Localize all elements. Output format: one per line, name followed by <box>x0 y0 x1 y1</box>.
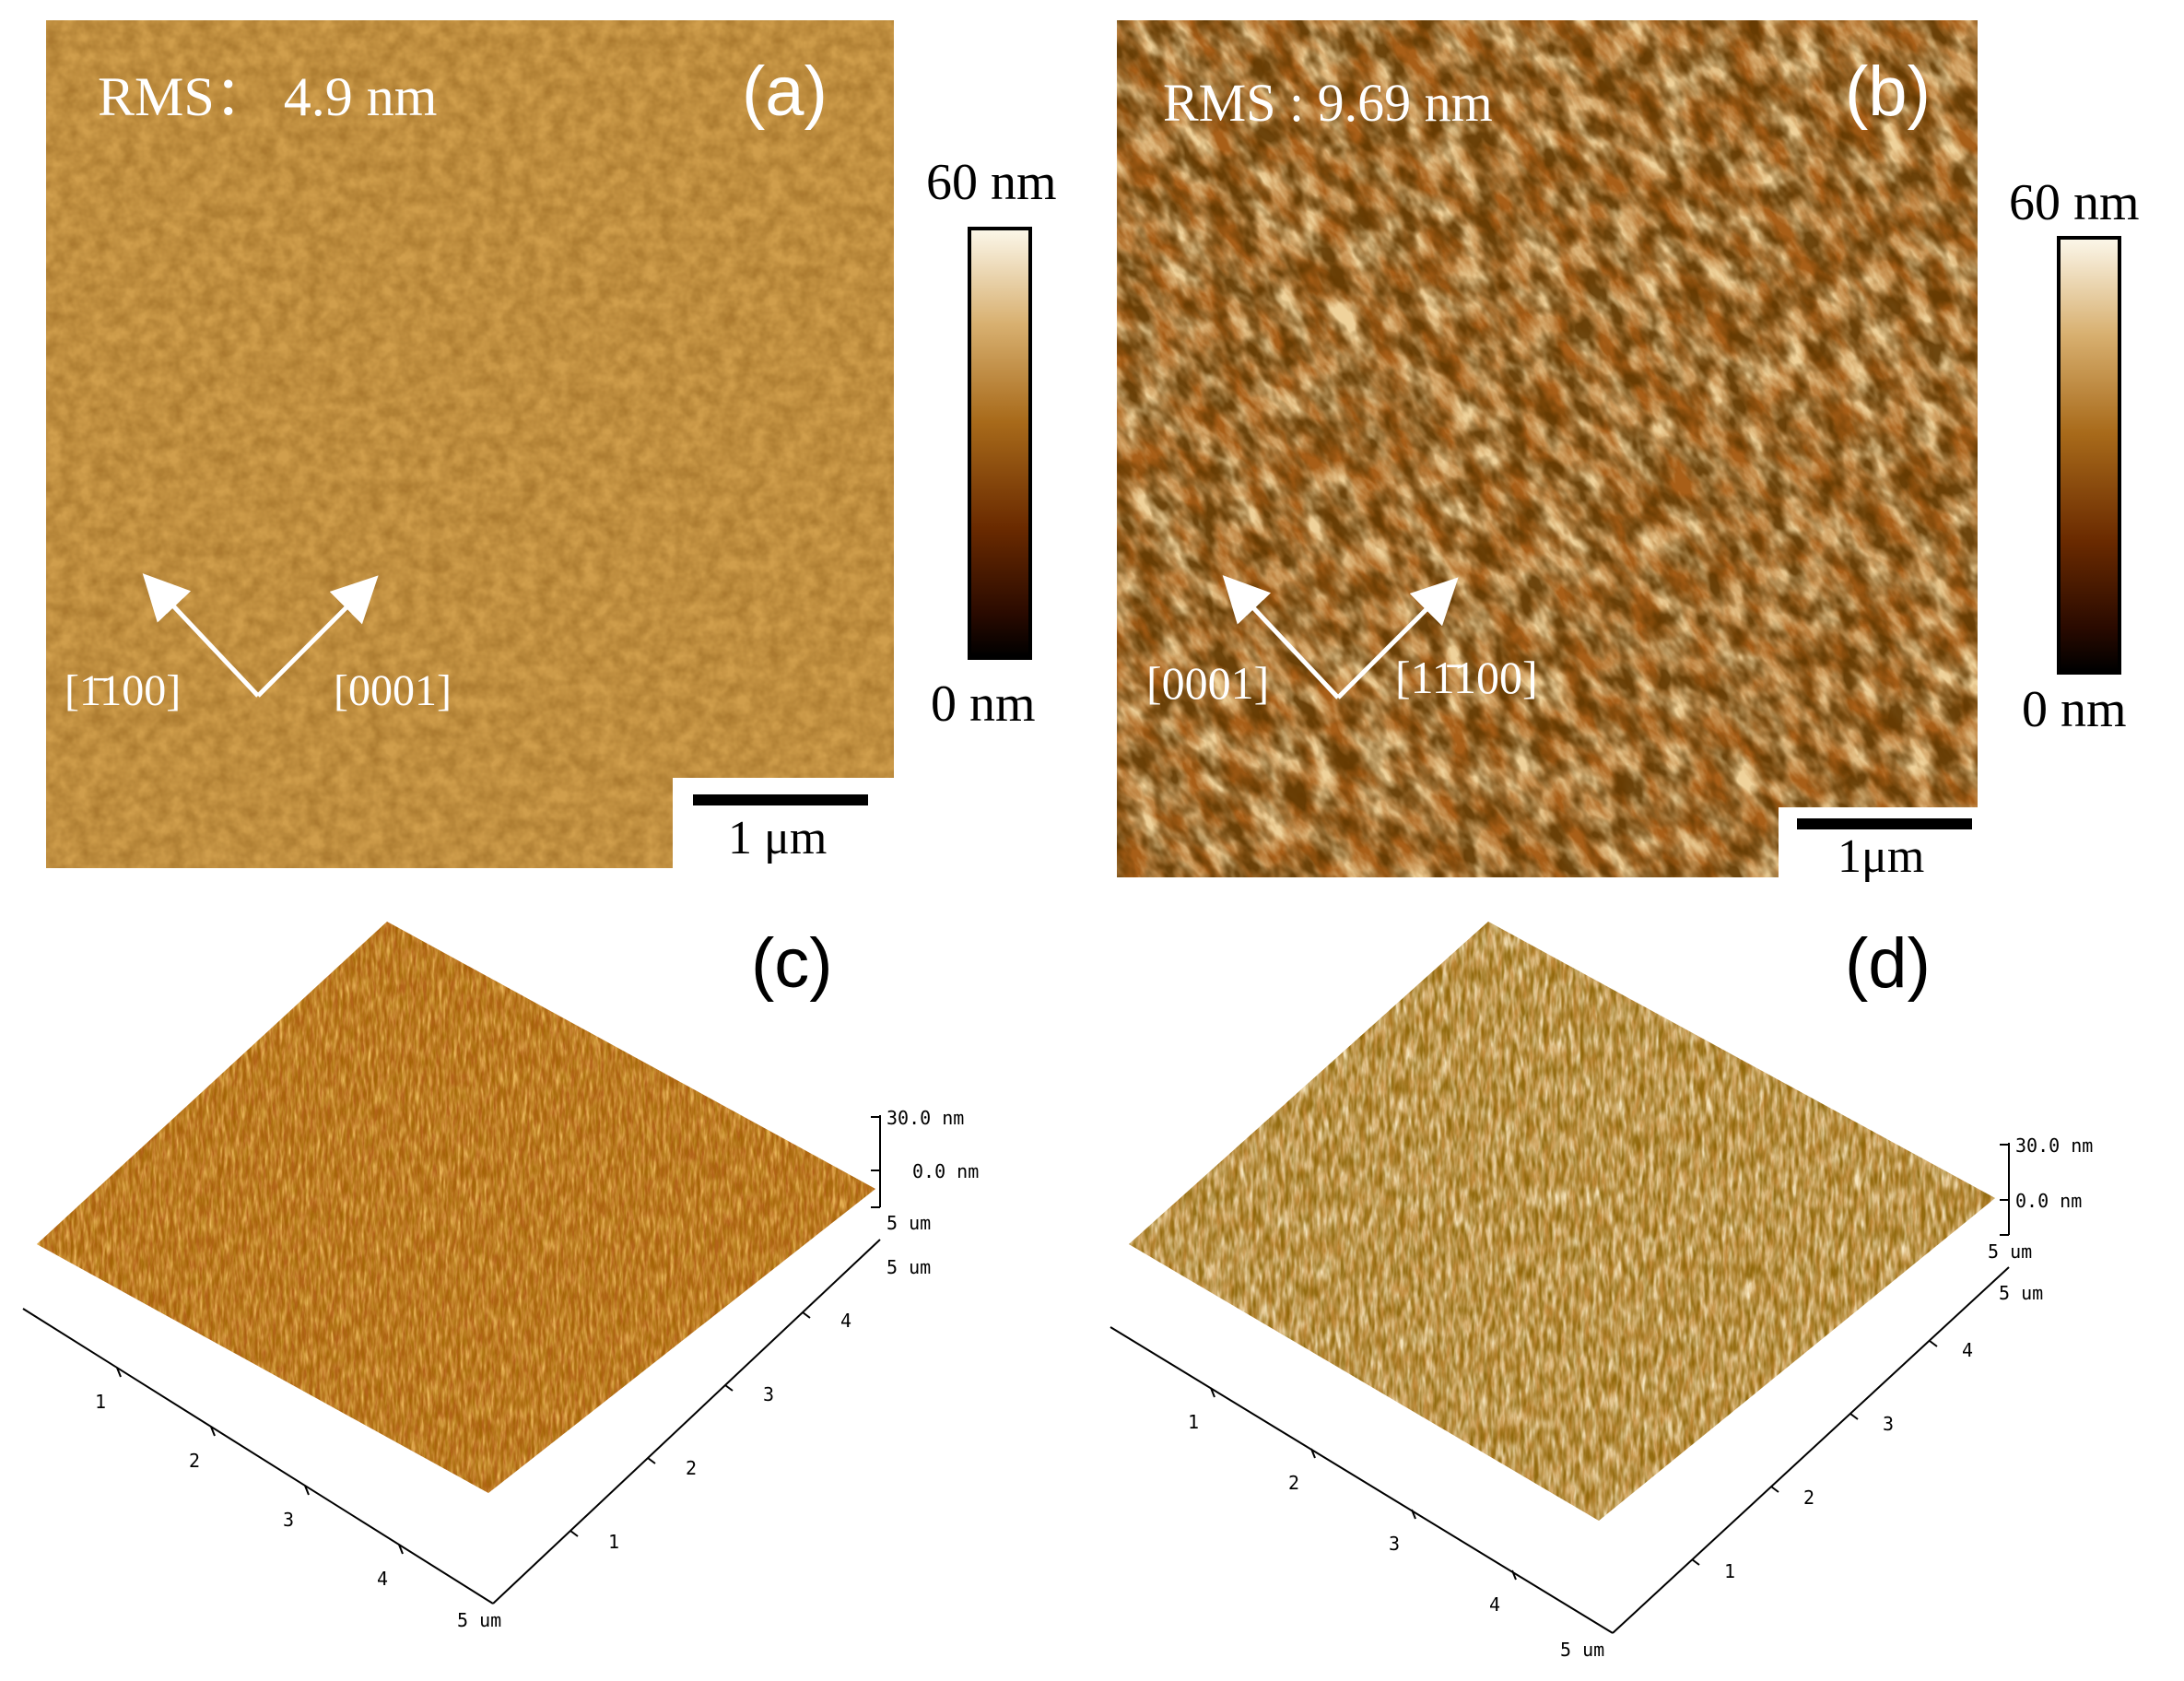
direction-label-b-right: [11̄100] <box>1395 652 1538 703</box>
x-tick-label-d-3: 3 <box>1389 1533 1400 1555</box>
z-top-label-d: 30.0 nm <box>2015 1134 2093 1157</box>
y-end-label-d: 5 um <box>1999 1282 2043 1304</box>
afm-texture-b <box>1117 20 1978 877</box>
rms-label-a: RMS： 4.9 nm <box>98 66 438 127</box>
colorbar-bottom-label-a: 0 nm <box>931 676 1036 733</box>
scalebar-b <box>1797 818 1972 829</box>
scalebar-label-b: 1μm <box>1838 830 1925 883</box>
y-end-label-c: 5 um <box>887 1256 931 1278</box>
panel-letter-a: (a) <box>742 53 828 131</box>
direction-label-a-left: [1̄100] <box>65 666 182 715</box>
x-tick-label-d-1: 1 <box>1188 1411 1199 1433</box>
z-mid-label-d: 0.0 nm <box>2015 1190 2082 1212</box>
panel-letter-d: (d) <box>1845 924 1931 1003</box>
x-end-label-c: 5 um <box>457 1609 501 1631</box>
colorbar-b <box>2057 236 2121 675</box>
y-tick-label-c-4: 4 <box>840 1310 851 1332</box>
x-tick-label-c-4: 4 <box>377 1568 388 1590</box>
scalebar-label-a: 1 μm <box>728 812 828 864</box>
colorbar-top-label-b: 60 nm <box>2009 174 2140 231</box>
direction-arrows-b <box>1222 575 1459 699</box>
x-tick-label-c-1: 1 <box>95 1391 106 1413</box>
y-tick-label-c-2: 2 <box>686 1457 697 1479</box>
direction-label-a-right: [0001] <box>334 666 452 715</box>
y-tick-label-d-1: 1 <box>1724 1560 1735 1582</box>
colorbar-top-label-a: 60 nm <box>926 154 1057 211</box>
x-tick-label-c-2: 2 <box>189 1450 200 1472</box>
y-tick-label-d-2: 2 <box>1803 1487 1814 1509</box>
x-tick-label-d-2: 2 <box>1288 1472 1299 1494</box>
panel-letter-c: (c) <box>751 924 833 1003</box>
scalebar-a <box>693 794 868 805</box>
direction-label-b-left: [0001] <box>1146 657 1270 709</box>
panel-letter-b: (b) <box>1845 53 1931 131</box>
afm-3d-plot-c: 1 2 3 4 5 um 1 2 3 4 5 um 30.0 nm 0.0 nm… <box>22 922 979 1631</box>
afm-image-b <box>1117 20 1978 877</box>
x-tick-label-c-3: 3 <box>283 1509 294 1531</box>
z-mid-label-c: 0.0 nm <box>912 1160 979 1182</box>
direction-arrows-a <box>142 573 379 698</box>
z-bot-label-c: 5 um <box>887 1212 931 1234</box>
scalebar-box-a <box>673 778 894 868</box>
y-tick-label-c-3: 3 <box>763 1383 774 1405</box>
y-tick-label-d-3: 3 <box>1883 1413 1894 1435</box>
afm-texture-a <box>46 20 894 868</box>
rms-label-b: RMS : 9.69 nm <box>1163 73 1493 133</box>
y-tick-label-c-1: 1 <box>608 1531 619 1553</box>
y-tick-label-d-4: 4 <box>1962 1339 1973 1361</box>
afm-image-a <box>46 20 894 868</box>
colorbar-a <box>968 227 1032 660</box>
x-end-label-d: 5 um <box>1560 1639 1604 1661</box>
x-tick-label-d-4: 4 <box>1489 1593 1500 1616</box>
z-bot-label-d: 5 um <box>1988 1240 2032 1263</box>
colorbar-bottom-label-b: 0 nm <box>2022 681 2127 738</box>
afm-3d-plot-d: 1 2 3 4 5 um 1 2 3 4 5 um 30.0 nm 0.0 nm… <box>1110 922 2093 1661</box>
z-top-label-c: 30.0 nm <box>887 1107 964 1129</box>
